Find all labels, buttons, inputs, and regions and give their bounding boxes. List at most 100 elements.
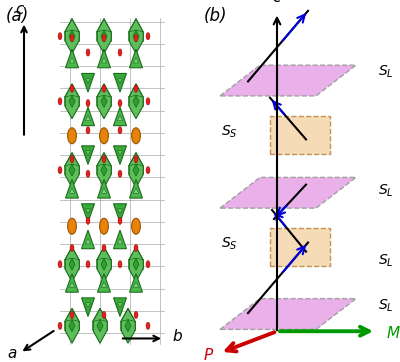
Text: $S_S$: $S_S$ bbox=[221, 236, 238, 252]
Circle shape bbox=[86, 170, 90, 177]
Circle shape bbox=[102, 311, 106, 319]
Circle shape bbox=[118, 49, 122, 56]
Polygon shape bbox=[69, 30, 75, 42]
Polygon shape bbox=[114, 230, 126, 249]
Polygon shape bbox=[82, 230, 94, 249]
Circle shape bbox=[86, 127, 90, 134]
Circle shape bbox=[58, 261, 62, 268]
Circle shape bbox=[146, 167, 150, 174]
Circle shape bbox=[58, 98, 62, 105]
Polygon shape bbox=[101, 95, 107, 108]
Polygon shape bbox=[69, 58, 75, 63]
Polygon shape bbox=[66, 180, 78, 198]
Circle shape bbox=[132, 218, 140, 234]
Polygon shape bbox=[69, 320, 75, 332]
Polygon shape bbox=[270, 228, 330, 266]
Polygon shape bbox=[69, 164, 75, 176]
Polygon shape bbox=[65, 308, 79, 343]
Polygon shape bbox=[130, 274, 142, 292]
Text: $c$: $c$ bbox=[272, 0, 282, 5]
Polygon shape bbox=[69, 188, 75, 193]
Circle shape bbox=[102, 85, 106, 92]
Circle shape bbox=[146, 98, 150, 105]
Polygon shape bbox=[97, 247, 111, 282]
Polygon shape bbox=[101, 164, 107, 176]
Circle shape bbox=[68, 128, 76, 144]
Polygon shape bbox=[114, 298, 126, 316]
Polygon shape bbox=[66, 274, 78, 292]
Polygon shape bbox=[101, 282, 107, 287]
Circle shape bbox=[146, 33, 150, 40]
Circle shape bbox=[134, 244, 138, 252]
Polygon shape bbox=[97, 320, 103, 332]
Circle shape bbox=[146, 322, 150, 329]
Polygon shape bbox=[133, 95, 139, 108]
Circle shape bbox=[118, 100, 122, 107]
Polygon shape bbox=[121, 308, 135, 343]
Polygon shape bbox=[85, 115, 91, 121]
Polygon shape bbox=[129, 19, 143, 54]
Polygon shape bbox=[85, 303, 91, 308]
Polygon shape bbox=[66, 49, 78, 68]
Circle shape bbox=[134, 311, 138, 319]
Text: $S_S$: $S_S$ bbox=[221, 124, 238, 140]
Text: $P$: $P$ bbox=[204, 347, 214, 362]
Circle shape bbox=[70, 156, 74, 163]
Polygon shape bbox=[270, 116, 330, 154]
Polygon shape bbox=[65, 247, 79, 282]
Text: $S_L$: $S_L$ bbox=[378, 182, 394, 199]
Circle shape bbox=[70, 244, 74, 252]
Polygon shape bbox=[117, 303, 123, 308]
Text: $S_L$: $S_L$ bbox=[378, 298, 394, 314]
Circle shape bbox=[68, 218, 76, 234]
Polygon shape bbox=[98, 180, 110, 198]
Circle shape bbox=[118, 261, 122, 268]
Circle shape bbox=[134, 156, 138, 163]
Polygon shape bbox=[82, 204, 94, 222]
Polygon shape bbox=[130, 49, 142, 68]
Polygon shape bbox=[65, 84, 79, 119]
Text: (a): (a) bbox=[6, 7, 29, 25]
Circle shape bbox=[100, 128, 108, 144]
Circle shape bbox=[70, 311, 74, 319]
Circle shape bbox=[102, 34, 106, 42]
Polygon shape bbox=[101, 30, 107, 42]
Text: $S_L$: $S_L$ bbox=[378, 252, 394, 269]
Text: (b): (b) bbox=[204, 7, 228, 25]
Circle shape bbox=[146, 261, 150, 268]
Polygon shape bbox=[114, 107, 126, 126]
Circle shape bbox=[132, 128, 140, 144]
Text: $c$: $c$ bbox=[15, 3, 25, 17]
Polygon shape bbox=[220, 65, 356, 96]
Polygon shape bbox=[117, 78, 123, 84]
Circle shape bbox=[58, 33, 62, 40]
Circle shape bbox=[134, 34, 138, 42]
Polygon shape bbox=[98, 49, 110, 68]
Polygon shape bbox=[117, 209, 123, 214]
Polygon shape bbox=[82, 107, 94, 126]
Polygon shape bbox=[65, 19, 79, 54]
Text: $b$: $b$ bbox=[172, 328, 183, 344]
Polygon shape bbox=[133, 282, 139, 287]
Polygon shape bbox=[82, 146, 94, 164]
Polygon shape bbox=[101, 258, 107, 270]
Polygon shape bbox=[101, 188, 107, 193]
Polygon shape bbox=[69, 258, 75, 270]
Polygon shape bbox=[133, 164, 139, 176]
Polygon shape bbox=[220, 177, 356, 208]
Circle shape bbox=[70, 85, 74, 92]
Polygon shape bbox=[65, 153, 79, 188]
Circle shape bbox=[134, 85, 138, 92]
Polygon shape bbox=[117, 151, 123, 156]
Polygon shape bbox=[125, 320, 131, 332]
Polygon shape bbox=[85, 151, 91, 156]
Polygon shape bbox=[101, 58, 107, 63]
Polygon shape bbox=[97, 84, 111, 119]
Polygon shape bbox=[114, 73, 126, 92]
Circle shape bbox=[86, 100, 90, 107]
Polygon shape bbox=[98, 274, 110, 292]
Circle shape bbox=[102, 156, 106, 163]
Polygon shape bbox=[133, 258, 139, 270]
Polygon shape bbox=[220, 299, 356, 329]
Circle shape bbox=[100, 218, 108, 234]
